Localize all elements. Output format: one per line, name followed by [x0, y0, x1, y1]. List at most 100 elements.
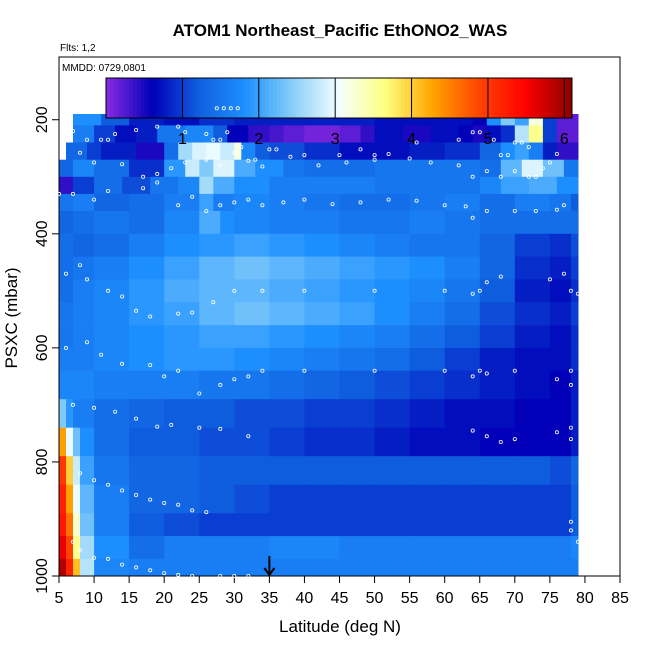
heatmap-cell [73, 256, 95, 280]
sample-point [575, 539, 580, 544]
heatmap-cell [304, 176, 341, 195]
heatmap-cell [129, 427, 165, 457]
colorbar-segment [540, 78, 546, 118]
sample-point [92, 478, 97, 483]
sample-point [477, 288, 482, 293]
heatmap-cell [409, 159, 446, 178]
heatmap-cell [444, 399, 481, 429]
heatmap-cell [234, 370, 270, 400]
sample-point [519, 140, 524, 145]
heatmap-cell [73, 370, 95, 400]
colorbar-segment [172, 78, 177, 118]
colorbar-segment [544, 78, 550, 118]
heatmap-cell [199, 279, 235, 303]
heatmap-cell [94, 513, 130, 537]
colorbar-segment [257, 78, 262, 118]
heatmap-cell [549, 370, 572, 400]
sample-point [442, 368, 447, 373]
heatmap-cell [514, 456, 551, 486]
heatmap-cell [479, 159, 502, 178]
sample-point [92, 405, 97, 410]
sample-point [512, 437, 517, 442]
heatmap-cell [269, 558, 306, 577]
sample-point [484, 280, 489, 285]
colorbar-segment [156, 78, 161, 118]
heatmap-cell [66, 536, 74, 560]
colorbar-segment [416, 78, 422, 118]
sample-point [141, 174, 146, 179]
heatmap-cell [339, 558, 376, 577]
sample-point [470, 174, 475, 179]
sample-point [554, 151, 559, 156]
sample-point [176, 502, 181, 507]
heatmap-cell [129, 484, 165, 514]
heatmap-cell [59, 233, 74, 257]
heatmap-cell [556, 142, 579, 160]
colorbar-segment [346, 78, 352, 118]
heatmap-cell [374, 427, 411, 457]
colorbar-segment [323, 78, 328, 118]
heatmap-cell [514, 399, 551, 429]
heatmap-cell [374, 211, 411, 235]
x-tick-label: 75 [541, 590, 559, 607]
sample-point [260, 203, 265, 208]
heatmap-cell [570, 279, 579, 303]
colorbar-segment [280, 78, 286, 118]
heatmap-cell [101, 142, 137, 160]
heatmap-cell [185, 125, 214, 143]
colorbar-segment [521, 78, 526, 118]
sample-point [211, 137, 216, 142]
heatmap-cell [409, 484, 446, 514]
sample-point [162, 374, 167, 379]
heatmap-cell [339, 256, 376, 280]
y-tick-label: 1000 [34, 558, 51, 594]
heatmap-cell [94, 159, 130, 178]
sample-point [78, 150, 83, 155]
heatmap-cell [570, 513, 579, 537]
sample-point [134, 127, 139, 132]
sample-point [221, 106, 226, 111]
heatmap-cell [444, 484, 481, 514]
sample-point [106, 188, 111, 193]
heatmap-cell [479, 193, 516, 212]
heatmap-cell [570, 558, 579, 577]
sample-point [505, 153, 510, 158]
sample-point [232, 200, 237, 205]
heatmap-cell [283, 159, 305, 178]
sample-point [498, 274, 503, 279]
heatmap-cell [199, 256, 235, 280]
x-tick-label: 10 [85, 590, 103, 607]
colorbar-segment [164, 78, 169, 118]
heatmap-cell [136, 142, 165, 160]
colorbar-segment [397, 78, 402, 118]
heatmap-cell [255, 159, 284, 178]
heatmap-cell [94, 302, 130, 326]
sample-point [176, 124, 181, 129]
colorbar-segment [261, 78, 266, 118]
heatmap-cell [374, 142, 411, 160]
colorbar-segment [296, 78, 301, 118]
sample-point [120, 294, 125, 299]
heatmap-cell [73, 513, 81, 537]
colorbar-segment [373, 78, 379, 118]
sample-point [358, 200, 363, 205]
sample-point [477, 130, 482, 135]
heatmap-cell [199, 114, 235, 126]
sample-point [141, 186, 146, 191]
sample-point [498, 174, 503, 179]
heatmap-cell [563, 159, 579, 178]
colorbar-tick-label: 3 [331, 131, 340, 148]
heatmap-cell [164, 159, 186, 178]
heatmap-cell [164, 193, 200, 212]
heatmap-cell [59, 370, 74, 400]
colorbar-segment [288, 78, 293, 118]
colorbar-segment [113, 78, 119, 118]
heatmap-cell [444, 114, 474, 126]
sample-point [512, 208, 517, 213]
heatmap-cell [570, 256, 579, 280]
heatmap-cell [94, 211, 130, 235]
colorbar-segment [187, 78, 192, 118]
colorbar-segment [129, 78, 134, 118]
heatmap-cell [199, 233, 235, 257]
heatmap-cell [269, 302, 306, 326]
